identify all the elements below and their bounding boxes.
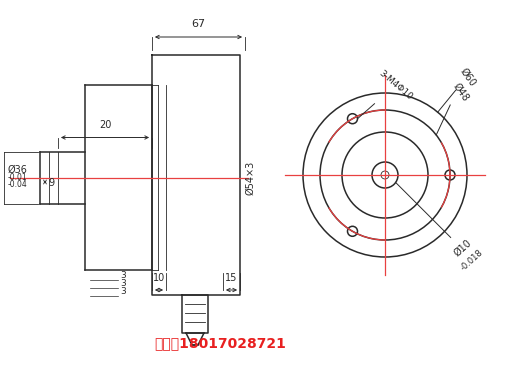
Text: 手机：18017028721: 手机：18017028721 <box>154 336 286 350</box>
Text: 3: 3 <box>120 287 126 297</box>
Text: Ø48: Ø48 <box>451 81 471 103</box>
Text: 67: 67 <box>191 19 206 29</box>
Text: 9: 9 <box>48 177 54 188</box>
Text: -0.04: -0.04 <box>8 180 28 189</box>
Text: 3-M4Φ10: 3-M4Φ10 <box>377 68 414 102</box>
Text: 3: 3 <box>120 280 126 289</box>
Text: Ø54×3: Ø54×3 <box>245 160 255 195</box>
Text: Ø36: Ø36 <box>8 164 28 174</box>
Text: 15: 15 <box>225 273 238 283</box>
Text: Ø10: Ø10 <box>451 237 473 258</box>
Text: 20: 20 <box>99 120 111 131</box>
Text: 3: 3 <box>120 272 126 280</box>
Text: 10: 10 <box>153 273 165 283</box>
Text: Ø60: Ø60 <box>458 66 477 88</box>
Text: -0.018: -0.018 <box>459 247 485 272</box>
Text: -0.01: -0.01 <box>8 173 27 182</box>
